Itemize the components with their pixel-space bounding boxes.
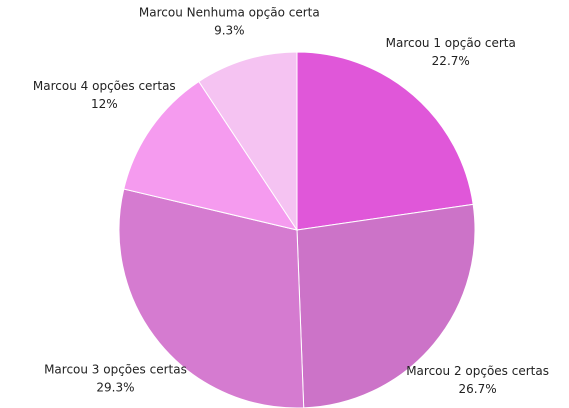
slice-label: Marcou 4 opções certas [33, 79, 176, 93]
pie-slice [118, 188, 305, 408]
slice-value-label: 22.7% [432, 54, 470, 68]
slice-value-label: 9.3% [214, 24, 245, 38]
slice-value-label: 29.3% [96, 381, 134, 395]
pie-slice [296, 51, 474, 231]
slice-label: Marcou Nenhuma opção certa [139, 6, 320, 20]
slice-label: Marcou 1 opção certa [386, 36, 516, 50]
slice-label: Marcou 2 opções certas [406, 364, 549, 378]
slice-label: Marcou 3 opções certas [44, 363, 187, 377]
pie-slice [123, 80, 299, 231]
slice-value-label: 26.7% [459, 382, 497, 396]
pie-slice [296, 203, 476, 408]
slice-value-label: 12% [91, 97, 118, 111]
pie-slice [198, 51, 298, 232]
